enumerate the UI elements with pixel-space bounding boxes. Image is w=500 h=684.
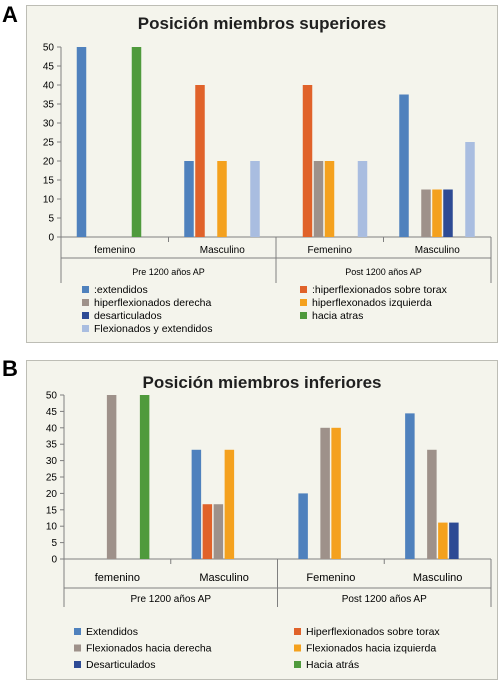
chart-a-bar [432,189,442,237]
chart-b-y-tick-label: 35 [46,440,58,451]
chart-a-legend-label: :extendidos [94,284,148,296]
chart-b-y-tick-label: 50 [46,391,58,402]
chart-a-y-tick-label: 25 [43,138,55,149]
chart-a-y-tick-label: 45 [43,62,55,73]
chart-b-y-tick-label: 5 [51,538,57,549]
chart-b-bar [202,504,213,559]
chart-b-y-tick-label: 40 [46,423,58,434]
chart-a-bar [217,161,227,237]
chart-a-title: Posición miembros superiores [138,14,386,33]
chart-b-legend-label: Hiperflexionados sobre torax [306,626,440,638]
chart-a-x-group-label: Pre 1200 años AP [132,267,205,277]
chart-a-bar [195,85,205,237]
chart-b-y-tick-label: 30 [46,456,58,467]
chart-b-bar [438,522,448,559]
chart-a-frame: Posición miembros superiores 0 5 10 15 20 25 30… [26,5,498,343]
chart-b-legend-swatch [74,661,81,668]
chart-b-x-category-label: Masculino [413,572,463,584]
chart-a-bar [324,161,335,237]
chart-b-legend-label: Extendidos [86,626,138,638]
chart-a-y-tick-label: 15 [43,176,55,187]
chart-b-bar [191,449,202,559]
chart-b-y-tick-label: 25 [46,473,58,484]
chart-b-x-category-label: femenino [95,572,140,584]
chart-a-y-tick-label: 35 [43,100,55,111]
chart-b: Posición miembros inferiores 0 5 10 15 20 25 30… [46,373,492,671]
chart-b-x-group-label: Pre 1200 años AP [130,594,211,605]
chart-b-legend-label: Hacia atrás [306,659,359,671]
chart-b-bar [224,449,235,559]
chart-b-bar [139,395,150,559]
chart-b-legend-swatch [294,628,301,635]
chart-a-x-category-label: Femenino [308,245,353,256]
chart-a-bar [313,161,324,237]
chart-b-legend-swatch [294,644,301,652]
chart-a-x-group-label: Post 1200 años AP [345,267,422,277]
chart-a-y-tick-label: 5 [48,214,54,225]
chart-a-y-tick-label: 30 [43,119,55,130]
chart-b-legend-swatch [74,628,81,635]
chart-a-legend-label: hiperflexionados derecha [94,297,211,309]
chart-a-x-category-label: Masculino [200,245,245,256]
chart-b-y-tick-label: 10 [46,522,58,533]
chart-b-legend-label: Flexionados hacia derecha [86,643,212,655]
chart-a-bar [357,161,368,237]
chart-a-x-category-label: femenino [94,245,136,256]
chart-a-y-tick-label: 0 [48,233,54,244]
chart-b-bar [213,504,224,559]
chart-b-legend-swatch [74,644,81,652]
chart-b-x-category-label: Femenino [306,572,355,584]
chart-b-bar [405,413,415,559]
chart-a-legend-label: desarticulados [94,310,162,322]
chart-b-bar [320,427,330,559]
chart-a-bar [250,161,260,237]
chart-a-legend-swatch [300,286,307,293]
chart-a-bar [184,161,194,237]
chart-b-bar [106,395,117,559]
chart-b-y-tick-label: 20 [46,489,58,500]
chart-b-bar [427,449,437,559]
chart-b-y-tick-label: 15 [46,505,58,516]
chart-a-y-tick-label: 50 [43,43,55,54]
chart-a-legend-label: hiperflexonados izquierda [312,297,432,309]
chart-a-legend-swatch [82,325,89,332]
chart-b-legend-label: Desarticulados [86,659,155,671]
chart-a-bar [443,189,453,237]
chart-a-y-tick-label: 20 [43,157,55,168]
chart-a-legend-swatch [300,299,307,306]
chart-b-legend-swatch [294,661,301,668]
chart-a-legend-swatch [82,299,89,306]
chart-b-legend-label: Flexionados hacia izquierda [306,643,436,655]
chart-a-legend-swatch [82,286,89,293]
chart-b-bar [331,427,341,559]
chart-a-bar [465,142,475,237]
chart-b-bar [298,493,308,559]
chart-a-legend-swatch [82,312,89,319]
chart-b-x-group-label: Post 1200 años AP [342,594,427,605]
chart-b-bar [449,522,459,559]
chart-a-legend-label: hacia atras [312,310,363,322]
chart-a-bar [76,47,87,237]
chart-a-x-category-label: Masculino [415,245,460,256]
chart-b-frame: Posición miembros inferiores 0 5 10 15 20 25 30… [26,360,498,680]
panel-letter-a: A [2,2,18,27]
chart-a-bar [421,189,431,237]
chart-a-bar [302,85,313,237]
chart-a-y-tick-label: 10 [43,195,55,206]
chart-a: Posición miembros superiores 0 5 10 15 20 25 30… [43,14,492,335]
chart-b-y-tick-label: 0 [51,555,57,566]
chart-b-x-category-label: Masculino [199,572,249,584]
chart-a-y-tick-label: 40 [43,81,55,92]
chart-a-bar [399,94,409,237]
chart-a-legend-swatch [300,312,307,319]
chart-a-bar [131,47,142,237]
chart-b-y-tick-label: 45 [46,407,58,418]
chart-b-title: Posición miembros inferiores [142,373,381,392]
chart-a-legend-label: Flexionados y extendidos [94,323,213,335]
panel-letter-b: B [2,356,18,381]
chart-a-legend-label: :hiperflexionados sobre torax [312,284,448,296]
